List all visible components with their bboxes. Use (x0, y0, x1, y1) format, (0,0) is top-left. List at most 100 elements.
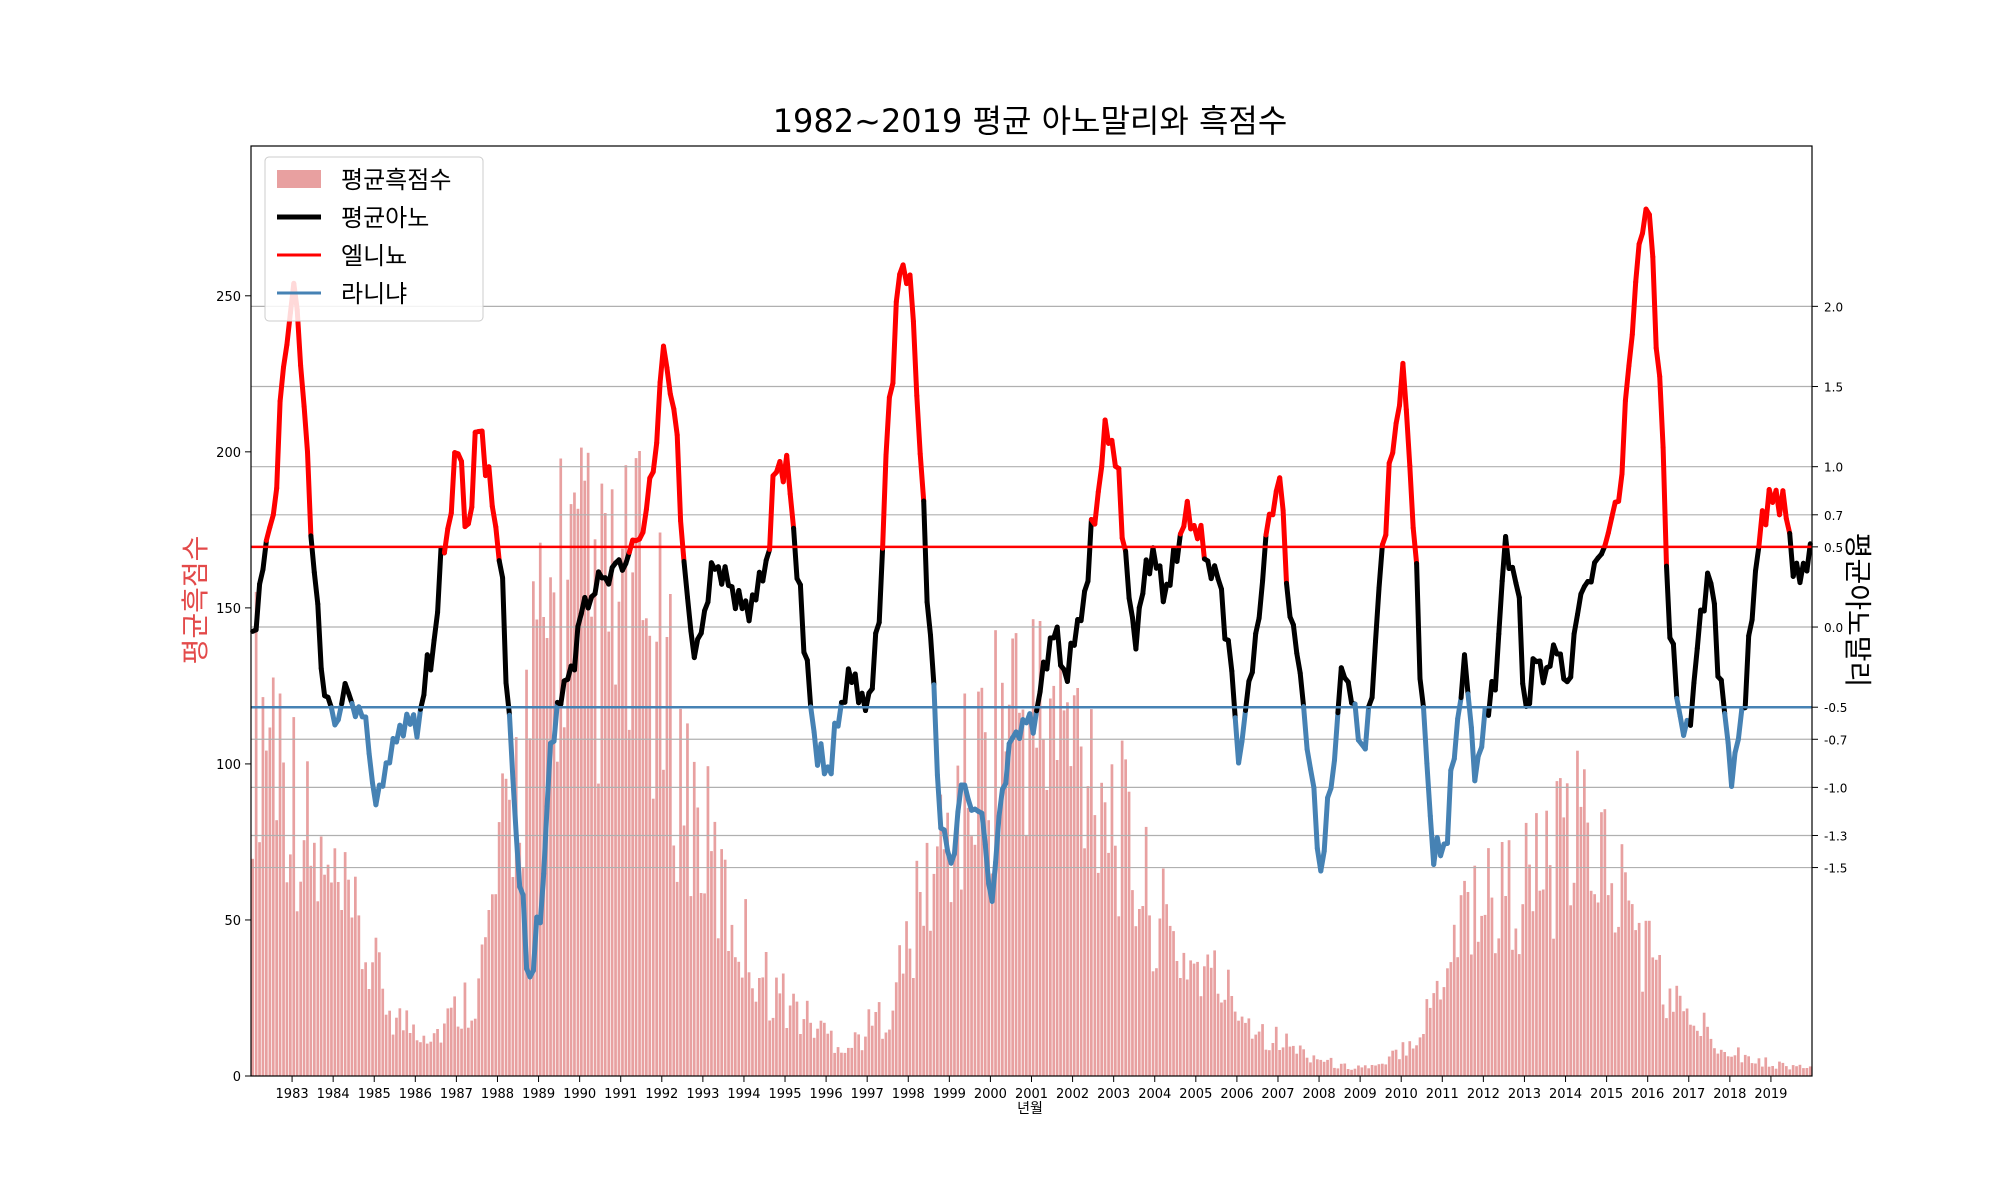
sunspot-bar (1056, 760, 1059, 1076)
x-tick-label: 2001 (1015, 1087, 1048, 1102)
x-tick-label: 2019 (1754, 1087, 1787, 1102)
sunspot-bar (854, 1032, 857, 1076)
sunspot-bar (1042, 739, 1045, 1076)
sunspot-bar (1607, 895, 1610, 1076)
sunspot-bar (1063, 710, 1066, 1076)
sunspot-bar (916, 861, 919, 1076)
sunspot-bar (1679, 996, 1682, 1076)
sunspot-bar (327, 865, 330, 1076)
sunspot-bar (1419, 1037, 1422, 1076)
anomaly-segment (1721, 680, 1724, 713)
sunspot-bar (936, 846, 939, 1076)
sunspot-bar (1686, 1009, 1689, 1077)
anomaly-segment (1311, 769, 1314, 788)
sunspot-bar (1244, 1023, 1247, 1076)
sunspot-bar (950, 902, 953, 1076)
anomaly-segment (1632, 282, 1635, 335)
sunspot-bar (1556, 781, 1559, 1076)
anomaly-segment (1560, 654, 1563, 679)
sunspot-bar (1289, 1047, 1292, 1076)
anomaly-segment (958, 785, 961, 812)
sunspot-bar (1422, 1034, 1425, 1076)
sunspot-bar (1521, 904, 1524, 1076)
anomaly-segment (1338, 668, 1341, 713)
sunspot-bar (1497, 938, 1500, 1076)
sunspot-bar (1070, 766, 1073, 1076)
legend-label: 평균흑점수 (341, 166, 451, 194)
anomaly-segment (523, 895, 527, 969)
sunspot-bar (779, 993, 782, 1076)
anomaly-segment (376, 785, 380, 805)
anomaly-segment (1625, 366, 1629, 401)
anomaly-segment (369, 753, 372, 783)
sunspot-bar (1539, 891, 1542, 1076)
anomaly-segment (1523, 684, 1527, 707)
sunspot-bar (1552, 939, 1555, 1076)
sunspot-bar (1087, 786, 1090, 1076)
x-tick-label: 2013 (1508, 1087, 1541, 1102)
sunspot-bar (443, 1024, 446, 1077)
sunspot-bar (1203, 966, 1206, 1076)
sunspot-bar (727, 951, 730, 1076)
sunspot-bar (772, 1018, 775, 1076)
sunspot-bar (1313, 1055, 1316, 1076)
sunspot-bar (1117, 916, 1120, 1076)
sunspot-bar (645, 618, 648, 1076)
sunspot-bar (607, 632, 610, 1076)
sunspot-bar (299, 882, 302, 1076)
anomaly-segment (383, 763, 386, 786)
sunspot-bar (282, 763, 285, 1077)
anomaly-segment (1694, 648, 1697, 683)
sunspot-bar (416, 1040, 419, 1076)
sunspot-bar (1638, 923, 1641, 1076)
sunspot-bar (1398, 1059, 1401, 1076)
anomaly-segment (1376, 588, 1380, 641)
anomaly-segment (256, 584, 260, 630)
sunspot-bar (659, 533, 662, 1077)
anomaly-segment (540, 874, 543, 923)
anomaly-segment (955, 812, 958, 854)
sunspot-bar (498, 822, 501, 1076)
sunspot-bar (1285, 1034, 1288, 1076)
sunspot-bar (981, 688, 984, 1076)
sunspot-bar (881, 1039, 884, 1076)
anomaly-segment (451, 453, 454, 513)
sunspot-bar (803, 1019, 806, 1076)
sunspot-bar (580, 448, 583, 1076)
sunspot-bar (1395, 1050, 1398, 1076)
sunspot-bar (1384, 1064, 1387, 1076)
anomaly-segment (999, 790, 1002, 817)
sunspot-bar (868, 1009, 871, 1076)
sunspot-bar (477, 978, 480, 1076)
sunspot-bar (512, 877, 515, 1076)
sunspot-bar (494, 894, 497, 1076)
sunspot-bar (467, 1028, 470, 1076)
sunspot-bar (1785, 1066, 1788, 1076)
x-tick-label: 1998 (892, 1087, 925, 1102)
sunspot-bar (1254, 1035, 1257, 1076)
sunspot-bar (508, 800, 511, 1076)
sunspot-bar (1302, 1049, 1305, 1076)
anomaly-segment (1697, 610, 1700, 648)
sunspot-bar (1169, 926, 1172, 1076)
anomaly-segment (985, 845, 988, 884)
right-tick-label: 1.0 (1824, 461, 1843, 475)
sunspot-bar (1706, 1027, 1709, 1076)
sunspot-bar (1645, 921, 1648, 1076)
anomaly-segment (1403, 363, 1406, 409)
sunspot-bar (255, 592, 258, 1076)
sunspot-bar (1258, 1032, 1261, 1076)
anomaly-segment (1410, 466, 1413, 528)
sunspot-bar (549, 577, 552, 1076)
x-tick-label: 2005 (1179, 1087, 1212, 1102)
anomaly-segment (434, 612, 438, 640)
sunspot-bar (1022, 710, 1025, 1077)
sunspot-bar (1439, 1000, 1442, 1077)
sunspot-bar (1402, 1042, 1405, 1076)
anomaly-segment (1242, 711, 1246, 742)
sunspot-bar (1651, 957, 1654, 1076)
sunspot-bar (347, 880, 350, 1076)
sunspot-bar (1487, 848, 1490, 1076)
sunspot-bar (970, 836, 973, 1076)
sunspot-bar (375, 938, 378, 1076)
